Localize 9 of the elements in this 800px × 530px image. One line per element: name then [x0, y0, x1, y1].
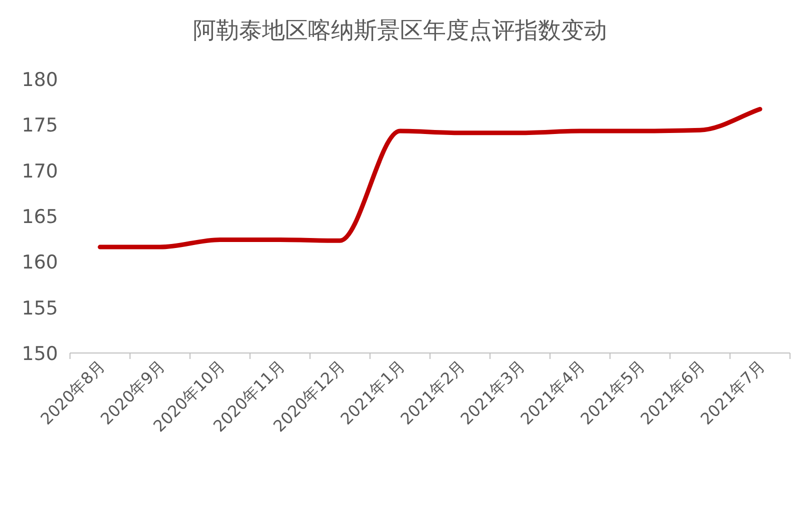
chart-title: 阿勒泰地区喀纳斯景区年度点评指数变动: [193, 18, 607, 44]
line-series: [98, 106, 762, 250]
y-tick-label: 170: [22, 160, 58, 182]
y-tick-label: 160: [22, 252, 58, 274]
y-tick-label: 155: [22, 297, 58, 320]
y-tick-label: 180: [22, 69, 58, 91]
y-tick-label: 175: [22, 114, 58, 137]
y-tick-label: 165: [22, 206, 58, 228]
y-tick-label: 150: [22, 343, 58, 365]
